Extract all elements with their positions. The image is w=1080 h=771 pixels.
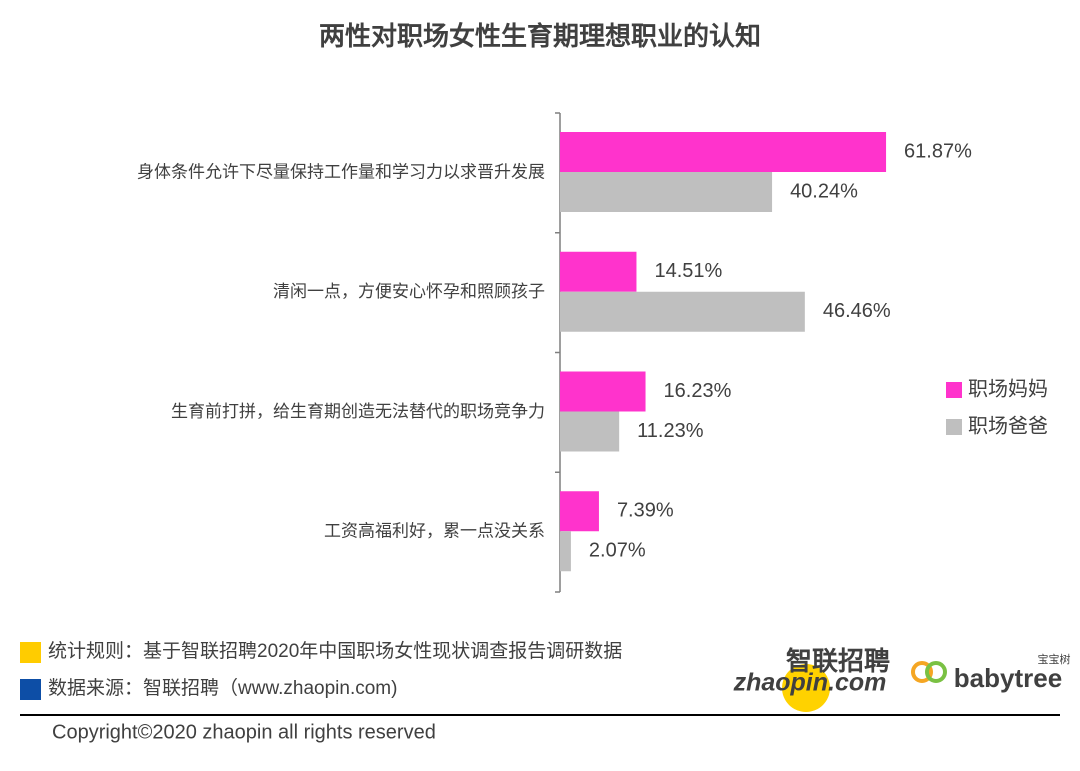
legend-label: 职场妈妈: [968, 377, 1048, 400]
data-label: 40.24%: [790, 180, 858, 202]
chart-title: 两性对职场女性生育期理想职业的认知: [319, 21, 761, 51]
note-swatch: [20, 679, 41, 700]
logo-circle: [782, 664, 830, 712]
y-tick-label: 清闲一点，方便安心怀孕和照顾孩子: [273, 282, 545, 301]
data-label: 14.51%: [654, 260, 722, 282]
bar: [560, 491, 599, 532]
data-label: 61.87%: [904, 140, 972, 162]
bar: [560, 291, 805, 332]
legend-label: 职场爸爸: [968, 414, 1048, 437]
bar: [560, 411, 620, 452]
bar: [560, 531, 571, 572]
data-label: 7.39%: [617, 500, 674, 522]
bar: [560, 172, 773, 212]
logo-babytree: babytree: [954, 663, 1062, 693]
footnote: 数据来源：智联招聘（www.zhaopin.com): [48, 677, 397, 699]
bar: [560, 132, 887, 172]
logo-babytree-icon: [911, 661, 933, 683]
data-label: 46.46%: [823, 300, 891, 322]
note-swatch: [20, 642, 41, 663]
legend-swatch: [946, 419, 962, 435]
y-tick-label: 生育前打拼，给生育期创造无法替代的职场竞争力: [171, 402, 545, 421]
copyright: Copyright©2020 zhaopin all rights reserv…: [52, 721, 436, 743]
logo-babytree-icon: [925, 661, 947, 683]
footnote: 统计规则：基于智联招聘2020年中国职场女性现状调查报告调研数据: [48, 640, 622, 662]
logo-zhaopin-cn: 智联招聘: [786, 646, 890, 676]
data-label: 11.23%: [637, 420, 704, 442]
legend-swatch: [946, 382, 962, 398]
data-label: 2.07%: [589, 540, 646, 562]
bar: [560, 371, 646, 412]
y-tick-label: 身体条件允许下尽量保持工作量和学习力以求晋升发展: [137, 162, 545, 181]
data-label: 16.23%: [664, 380, 732, 402]
y-tick-label: 工资高福利好，累一点没关系: [324, 522, 545, 541]
bar: [560, 251, 637, 292]
logo-zhaopin-en: zhaopin.com: [733, 669, 887, 697]
logo-babytree-cn: 宝宝树: [1038, 652, 1071, 666]
